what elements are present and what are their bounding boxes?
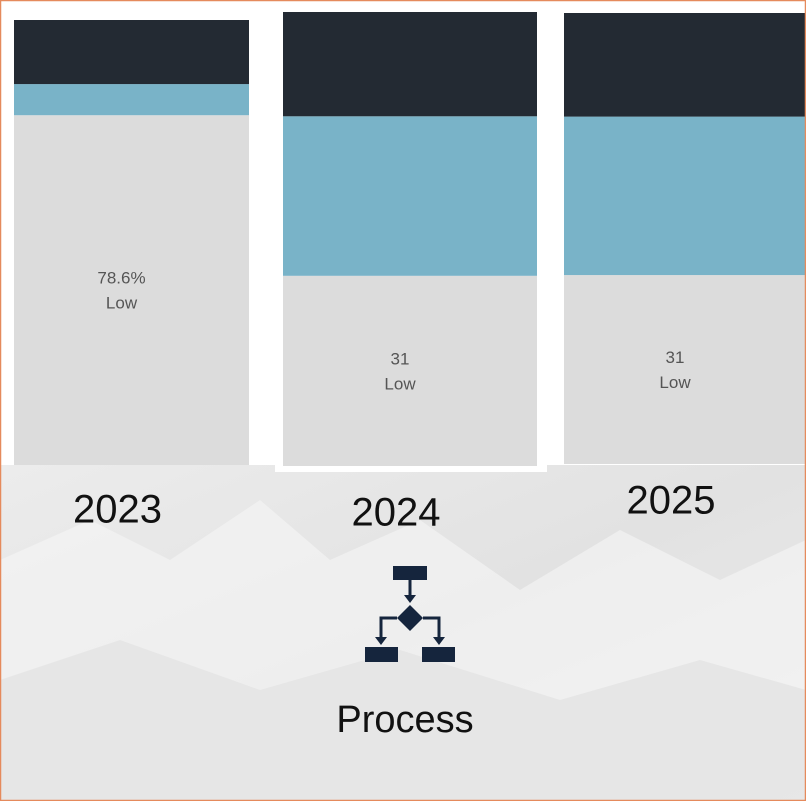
series-label: Low [659, 373, 691, 392]
process-icon [365, 566, 455, 662]
caption: Process [336, 699, 473, 741]
series-label: Low [106, 294, 138, 313]
data-label: 78.6% [97, 269, 145, 288]
bar-segment [283, 116, 537, 276]
bar-segment [564, 275, 806, 464]
bar-segment [564, 13, 806, 117]
mountain-shape [0, 640, 806, 801]
category-label: 2025 [627, 479, 716, 523]
bar-segment [14, 115, 249, 465]
bar-segment [283, 12, 537, 117]
data-label: 31 [391, 349, 410, 368]
bar-segment [14, 20, 249, 85]
category-label: 2023 [73, 488, 162, 532]
bar-segment [564, 116, 806, 276]
bar-segment [14, 84, 249, 116]
data-label: 31 [666, 348, 685, 367]
series-label: Low [384, 374, 416, 393]
category-label: 2024 [352, 491, 441, 535]
charts: 78.6% Low 2023 31 Low 2024 31 Low 2025 [14, 12, 806, 535]
bar-segment [283, 275, 537, 466]
